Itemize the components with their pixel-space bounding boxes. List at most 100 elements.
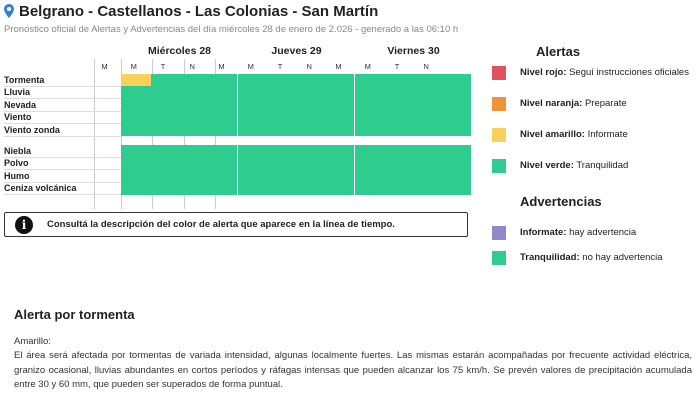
row-divider bbox=[4, 156, 121, 158]
timeline-cell bbox=[355, 74, 471, 87]
legend-item: Nivel verde: Tranquilidad bbox=[492, 159, 692, 173]
row-divider bbox=[4, 98, 121, 100]
legend-level-name: Nivel naranja: bbox=[520, 98, 583, 109]
timeline-cell bbox=[121, 169, 237, 183]
color-swatch bbox=[492, 251, 506, 265]
timeline-row-label: Polvo bbox=[4, 158, 29, 169]
legend-text: Nivel amarillo: Informate bbox=[520, 128, 628, 141]
legend-item: Informate: hay advertencia bbox=[492, 226, 692, 240]
color-swatch bbox=[492, 97, 506, 111]
period-label: M bbox=[335, 62, 342, 71]
row-divider bbox=[4, 194, 121, 196]
alert-title: Alerta por tormenta bbox=[14, 307, 135, 322]
timeline-cell bbox=[121, 86, 237, 100]
legend-level-name: Informate: bbox=[520, 227, 567, 238]
legend-text: Informate: hay advertencia bbox=[520, 226, 636, 239]
timeline-row-label: Ceniza volcánica bbox=[4, 183, 77, 194]
timeline-row-label: Niebla bbox=[4, 146, 32, 156]
legend-text: Nivel naranja: Preparate bbox=[520, 97, 627, 110]
legend-item: Nivel naranja: Preparate bbox=[492, 97, 692, 111]
legend-item: Tranquilidad: no hay advertencia bbox=[492, 251, 692, 265]
timeline-cell bbox=[355, 123, 471, 137]
timeline-cell bbox=[238, 98, 354, 112]
timeline-cell bbox=[121, 123, 237, 137]
period-label: N bbox=[306, 62, 312, 71]
period-label: M bbox=[247, 62, 254, 71]
page-subtitle: Pronóstico oficial de Alertas y Adverten… bbox=[4, 24, 459, 35]
row-divider bbox=[4, 110, 121, 112]
timeline-cell bbox=[121, 157, 237, 171]
legend-level-name: Nivel verde: bbox=[520, 160, 574, 171]
timeline-row-label: Tormenta bbox=[4, 75, 45, 85]
period-label: N bbox=[189, 62, 195, 71]
period-label: M bbox=[218, 62, 225, 71]
location-pin-icon bbox=[4, 4, 14, 18]
day-header: Miércoles 28 bbox=[147, 45, 212, 57]
timeline-cell-yellow bbox=[121, 74, 151, 87]
timeline-row-label: Humo bbox=[4, 170, 30, 181]
legend-level-desc: hay advertencia bbox=[566, 227, 637, 238]
period-label: T bbox=[160, 62, 166, 71]
color-swatch bbox=[492, 226, 506, 240]
alertas-title: Alertas bbox=[536, 44, 581, 59]
timeline-cell bbox=[355, 145, 471, 158]
color-swatch bbox=[492, 128, 506, 142]
row-divider bbox=[4, 181, 121, 183]
day-header: Jueves 29 bbox=[271, 45, 322, 57]
timeline-cell bbox=[355, 86, 471, 100]
timeline-cell bbox=[121, 145, 237, 158]
location-header: Belgrano - Castellanos - Las Colonias - … bbox=[4, 2, 379, 20]
legend-level-desc: Informate bbox=[584, 129, 628, 140]
advertencias-title: Advertencias bbox=[520, 194, 602, 209]
period-label: T bbox=[394, 62, 400, 71]
info-box: i Consultá la descripción del color de a… bbox=[4, 212, 468, 237]
info-icon: i bbox=[15, 215, 33, 234]
timeline-cell bbox=[355, 98, 471, 112]
row-divider bbox=[4, 85, 121, 87]
period-divider bbox=[94, 59, 95, 209]
row-divider bbox=[4, 135, 121, 137]
timeline-row-label: Nevada bbox=[4, 99, 37, 110]
legend-item: Nivel rojo: Seguí instrucciones oficiale… bbox=[492, 66, 692, 80]
legend-item: Nivel amarillo: Informate bbox=[492, 128, 692, 142]
period-label: N bbox=[423, 62, 429, 71]
legend-level-name: Nivel amarillo: bbox=[520, 129, 585, 140]
timeline-cell bbox=[238, 86, 354, 100]
legend-level-desc: Seguí instrucciones oficiales bbox=[566, 67, 689, 78]
legend-level-name: Tranquilidad: bbox=[520, 252, 580, 263]
legend-level-name: Nivel rojo: bbox=[520, 67, 567, 78]
legend-level-desc: no hay advertencia bbox=[579, 252, 663, 263]
row-divider bbox=[4, 123, 121, 125]
timeline-cell bbox=[355, 169, 471, 183]
info-text: Consultá la descripción del color de ale… bbox=[47, 219, 395, 230]
alert-description: El área será afectada por tormentas de v… bbox=[14, 350, 692, 390]
timeline-cell bbox=[355, 157, 471, 171]
legend-text: Tranquilidad: no hay advertencia bbox=[520, 251, 663, 264]
timeline-cell bbox=[238, 74, 354, 87]
color-swatch bbox=[492, 66, 506, 80]
legend-text: Nivel rojo: Seguí instrucciones oficiale… bbox=[520, 66, 689, 79]
period-label: M bbox=[101, 62, 108, 71]
timeline-cell bbox=[355, 182, 471, 196]
timeline-cell bbox=[355, 111, 471, 125]
timeline-cell bbox=[121, 98, 237, 112]
timeline-row-label: Viento bbox=[4, 112, 32, 123]
day-header: Viernes 30 bbox=[387, 45, 440, 57]
timeline-cell bbox=[121, 182, 237, 196]
page-title: Belgrano - Castellanos - Las Colonias - … bbox=[19, 2, 379, 20]
legend-level-desc: Preparate bbox=[582, 98, 627, 109]
period-label: M bbox=[364, 62, 371, 71]
timeline-cell bbox=[238, 157, 354, 171]
timeline-cell bbox=[238, 123, 354, 137]
timeline-cell bbox=[238, 111, 354, 125]
color-swatch bbox=[492, 159, 506, 173]
timeline-cell bbox=[238, 145, 354, 158]
alert-level: Amarillo: bbox=[14, 336, 51, 347]
timeline-row-label: Viento zonda bbox=[4, 124, 60, 135]
row-divider bbox=[4, 169, 121, 171]
timeline-cell bbox=[238, 169, 354, 183]
legend-text: Nivel verde: Tranquilidad bbox=[520, 159, 628, 172]
legend-level-desc: Tranquilidad bbox=[573, 160, 629, 171]
period-label: T bbox=[277, 62, 283, 71]
timeline-row-label: Lluvia bbox=[4, 87, 31, 98]
